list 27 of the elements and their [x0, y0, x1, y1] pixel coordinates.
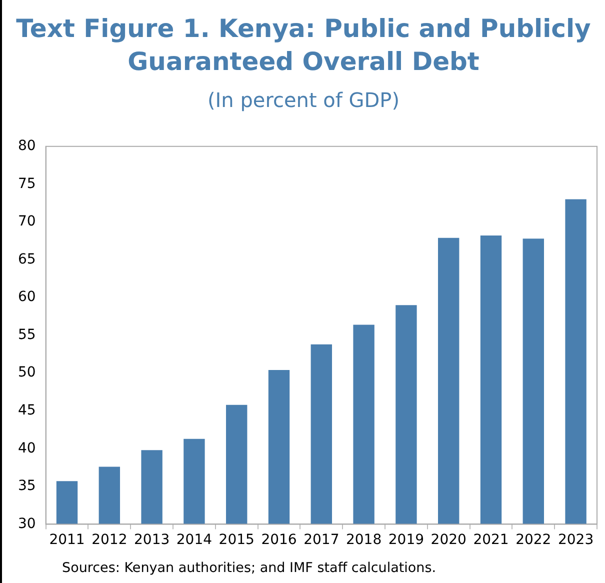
source-note: Sources: Kenyan authorities; and IMF staff calculations. [62, 560, 436, 576]
x-tick-label: 2016 [261, 532, 297, 548]
x-tick-label: 2021 [473, 532, 509, 548]
y-tick-label: 50 [18, 364, 36, 381]
y-tick-label: 30 [18, 516, 36, 532]
chart-title: Text Figure 1. Kenya: Public and Publicly Guaranteed Overall Debt [15, 13, 592, 78]
y-tick-label: 55 [18, 326, 36, 343]
x-tick-label: 2018 [346, 532, 382, 548]
x-tick-label: 2017 [304, 532, 340, 548]
x-tick-label: 2014 [176, 532, 212, 548]
x-tick-label: 2023 [558, 532, 594, 548]
y-tick-label: 40 [18, 440, 36, 456]
x-tick-label: 2013 [134, 532, 170, 548]
y-tick-label: 35 [18, 478, 36, 494]
x-tick-label: 2022 [516, 532, 552, 548]
x-tick-label: 2020 [430, 532, 466, 548]
y-tick-label: 80 [18, 138, 36, 154]
chart-subtitle: (In percent of GDP) [206, 88, 401, 112]
x-tick-label: 2015 [218, 532, 254, 548]
x-tick-label: 2012 [92, 532, 128, 548]
y-tick-label: 70 [18, 214, 36, 230]
y-tick-label: 75 [18, 176, 36, 192]
x-tick-label: 2019 [388, 532, 424, 548]
y-tick-label: 60 [18, 289, 36, 306]
y-tick-label: 65 [18, 251, 36, 268]
y-tick-label: 45 [18, 402, 36, 418]
x-tick-label: 2011 [49, 532, 85, 548]
